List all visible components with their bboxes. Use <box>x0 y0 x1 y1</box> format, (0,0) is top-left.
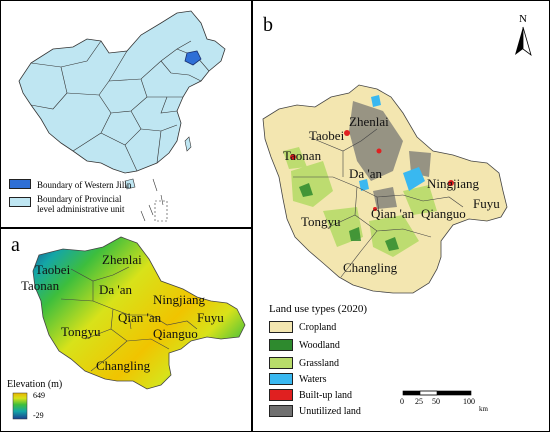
china-outline-map <box>18 10 226 222</box>
elevation-legend-bar <box>12 392 28 420</box>
scale-tick-50: 50 <box>432 397 440 406</box>
province-boundaries <box>30 40 210 172</box>
swatch-grassland <box>269 357 293 369</box>
hainan-island <box>124 178 136 190</box>
label-a-ningjiang: Ningjiang <box>153 292 205 307</box>
woodland-patches <box>299 183 399 251</box>
china-inset-panel: Boundary of Western Jilin Boundary of Pr… <box>0 0 252 228</box>
legend-label-woodland: Woodland <box>299 340 340 351</box>
scale-bar-icon <box>402 390 472 396</box>
legend-label-cropland: Cropland <box>299 322 337 333</box>
label-b-daan: Da 'an <box>349 166 383 181</box>
panel-letter-b: b <box>263 14 273 36</box>
legend-label-grassland: Grassland <box>299 358 339 369</box>
legend-label-unutilized-land: Unutilized land <box>299 406 361 417</box>
taiwan-island <box>184 136 192 152</box>
label-b-zhenlai: Zhenlai <box>349 114 389 129</box>
legend-swatch-western-jilin <box>9 179 31 189</box>
label-b-fuyu: Fuyu <box>473 196 500 211</box>
land-use-map-panel: b N <box>252 0 550 432</box>
label-a-changling: Changling <box>96 358 151 373</box>
label-b-taobei: Taobei <box>309 128 345 143</box>
panel-letter-a: a <box>11 234 20 256</box>
county-boundaries-b <box>293 128 464 278</box>
swatch-unutilized-land <box>269 405 293 417</box>
scale-tick-0: 0 <box>400 397 404 406</box>
label-b-changling: Changling <box>343 260 398 275</box>
swatch-built-up-land <box>269 389 293 401</box>
label-a-qianan: Qian 'an <box>118 310 162 325</box>
western-jilin-elevation-shape <box>32 236 246 390</box>
land-use-legend-title: Land use types (2020) <box>269 303 368 315</box>
elevation-map <box>12 236 246 420</box>
scale-tick-25: 25 <box>415 397 423 406</box>
label-a-daan: Da 'an <box>99 282 133 297</box>
legend-label-western-jilin: Boundary of Western Jilin <box>37 180 132 190</box>
label-b-ningjiang: Ningjiang <box>427 176 479 191</box>
waters-patches <box>359 95 425 191</box>
label-b-qianan: Qian 'an <box>371 206 415 221</box>
elevation-legend-title: Elevation (m) <box>7 379 63 390</box>
western-jilin-highlight <box>184 50 202 66</box>
north-label: N <box>519 13 527 25</box>
legend-label-waters: Waters <box>299 374 327 385</box>
north-arrow-icon <box>515 26 532 57</box>
elevation-map-panel: a <box>0 228 252 432</box>
swatch-cropland <box>269 321 293 333</box>
label-b-tongyu: Tongyu <box>301 214 341 229</box>
elevation-legend-min: -29 <box>33 411 44 420</box>
scale-tick-100: 100 <box>463 397 475 406</box>
label-b-qianguo: Qianguo <box>421 206 466 221</box>
label-a-fuyu: Fuyu <box>197 310 224 325</box>
label-a-qianguo: Qianguo <box>153 326 198 341</box>
swatch-woodland <box>269 339 293 351</box>
south-china-sea-islands <box>140 178 168 222</box>
elevation-legend-max: 649 <box>33 391 45 400</box>
label-a-taobei: Taobei <box>35 262 71 277</box>
legend-swatch-provincial-boundary <box>9 197 31 207</box>
built-up-patches <box>290 130 454 211</box>
china-country-shape <box>18 10 226 174</box>
label-a-taonan: Taonan <box>21 278 60 293</box>
land-use-map <box>262 26 532 396</box>
county-boundaries-a <box>60 266 198 372</box>
label-b-taonan: Taonan <box>283 148 322 163</box>
legend-label-provincial-boundary: Boundary of Provincial level administrat… <box>37 194 125 214</box>
scale-unit: km <box>479 405 488 413</box>
swatch-waters <box>269 373 293 385</box>
label-a-tongyu: Tongyu <box>61 324 101 339</box>
label-a-zhenlai: Zhenlai <box>102 252 142 267</box>
legend-label-built-up-land: Built-up land <box>299 390 353 401</box>
